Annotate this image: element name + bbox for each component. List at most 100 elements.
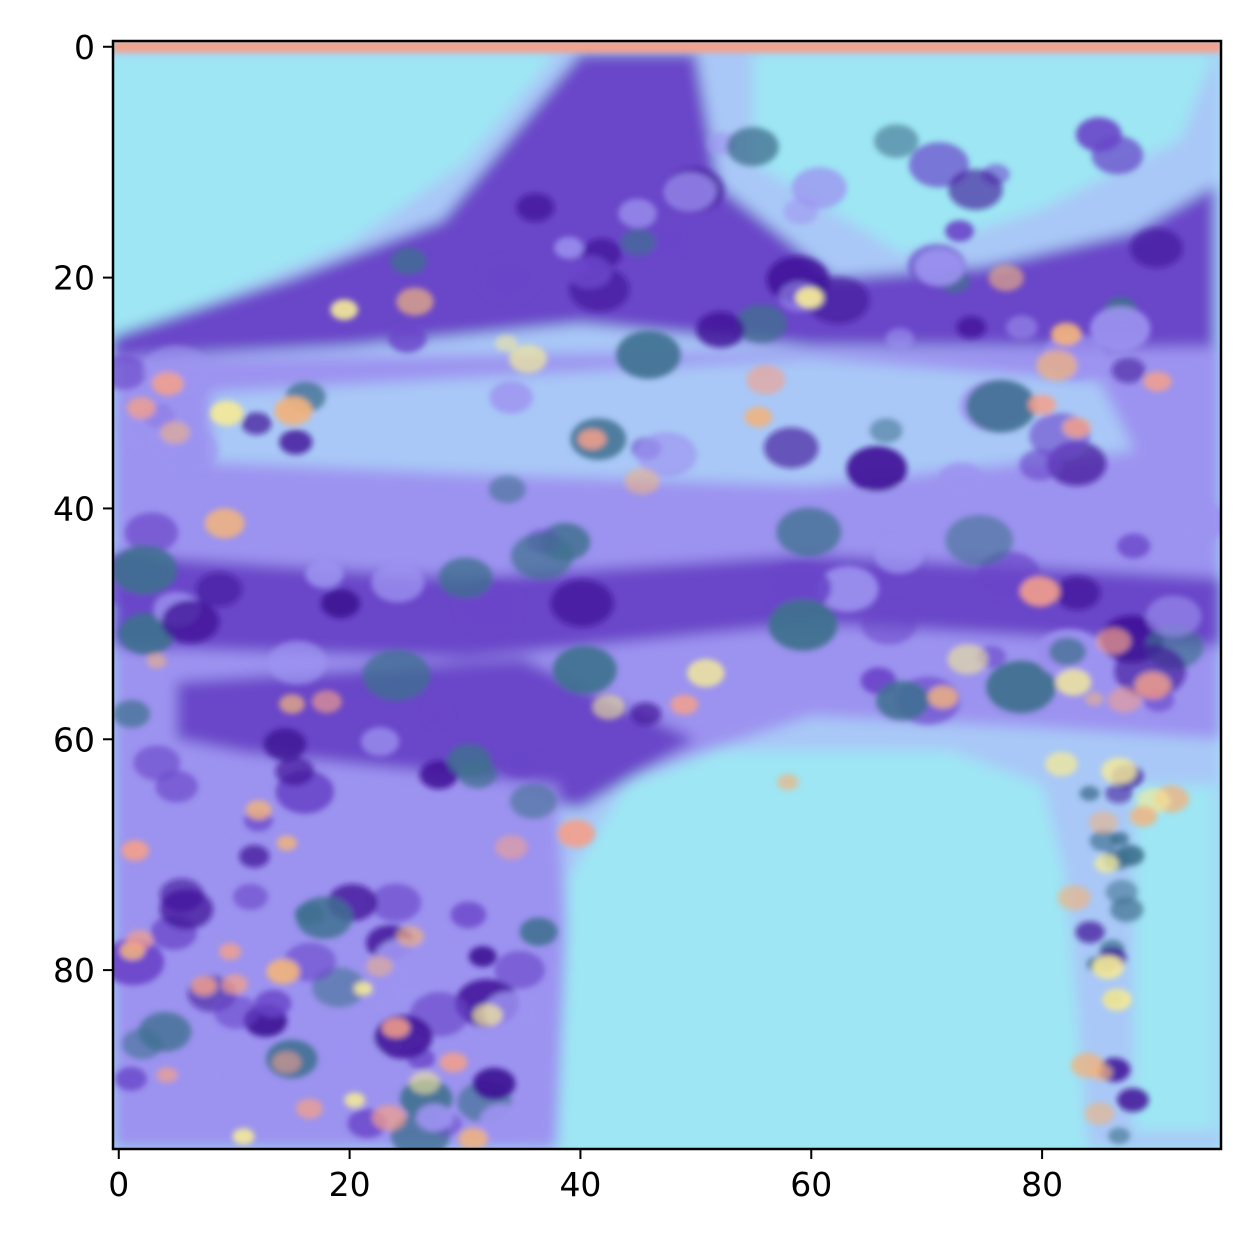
heatmap-spot [133, 745, 181, 781]
heatmap-spot [519, 917, 558, 946]
x-tick-label: 60 [790, 1165, 832, 1204]
heatmap-spot [196, 836, 230, 862]
heatmap-spot [620, 228, 657, 256]
heatmap-spot [495, 335, 518, 352]
heatmap-spot [1070, 1052, 1104, 1078]
heatmap-spot [948, 169, 1003, 210]
heatmap-spot [945, 515, 1014, 566]
heatmap-spot [578, 429, 606, 450]
heatmap-spot [1107, 687, 1142, 713]
x-tick-label: 0 [108, 1165, 129, 1204]
heatmap-spot [371, 562, 425, 603]
heatmap-spot [266, 959, 300, 985]
heatmap-spot [371, 1105, 406, 1131]
heatmap-spot [151, 371, 184, 396]
heatmap-spot [221, 974, 248, 994]
heatmap-spot [126, 397, 156, 419]
heatmap-spot [279, 694, 305, 714]
heatmap-spot [1085, 692, 1104, 706]
heatmap-spot [509, 783, 557, 819]
heatmap-spot [330, 299, 359, 321]
heatmap-spot [1036, 350, 1078, 381]
heatmap-region [113, 52, 558, 336]
heatmap-spot [329, 1040, 365, 1066]
heatmap-spot [1102, 988, 1132, 1011]
heatmap-spot [370, 790, 435, 839]
heatmap-spot [1049, 637, 1087, 666]
heatmap-spot [276, 835, 297, 851]
heatmap-spot [296, 1098, 323, 1119]
heatmap-image [113, 41, 1221, 1149]
heatmap-spot [726, 127, 779, 167]
heatmap-spot [305, 559, 344, 589]
heatmap-spot [218, 943, 242, 960]
heatmap-spot [927, 685, 959, 709]
heatmap-spot [213, 995, 259, 1029]
heatmap-spot [807, 276, 870, 324]
heatmap-spot [696, 311, 745, 348]
heatmap-spot [791, 167, 847, 209]
heatmap-spot [1096, 628, 1131, 655]
heatmap-spot [687, 658, 725, 688]
y-tick-label: 20 [53, 259, 95, 298]
heatmap-spot [783, 198, 819, 225]
heatmap-spot [321, 589, 360, 619]
heatmap-spot [1089, 306, 1151, 352]
heatmap-spot [663, 172, 717, 212]
heatmap-spot [478, 256, 539, 302]
heatmap-spot [1044, 751, 1078, 777]
heatmap-spot [488, 475, 526, 504]
heatmap-spot [159, 878, 204, 912]
heatmap-spot [209, 400, 244, 426]
y-axis: 0 20 40 60 80 [53, 28, 113, 990]
heatmap-spot [630, 702, 662, 726]
heatmap-spot [1105, 879, 1138, 905]
heatmap-spot [124, 512, 179, 553]
heatmap-region [1134, 785, 1216, 1132]
heatmap-spot [160, 421, 190, 444]
heatmap-spot [776, 507, 842, 557]
heatmap-spot [439, 1052, 468, 1073]
heatmap-spot [508, 344, 548, 374]
heatmap-spot [510, 532, 574, 580]
heatmap-spot [450, 901, 487, 929]
heatmap-spot [447, 743, 492, 777]
y-tick-label: 80 [53, 951, 95, 990]
heatmap-spot [177, 1062, 218, 1093]
heatmap-spot [126, 929, 153, 950]
heatmap-spot [1019, 449, 1061, 481]
heatmap-spot [1135, 672, 1171, 699]
heatmap-spot [354, 981, 373, 996]
heatmap-spot [268, 640, 327, 685]
heatmap-spot [396, 287, 434, 316]
heatmap-spot [344, 1092, 366, 1108]
heatmap-spot [1143, 371, 1172, 392]
heatmap-spot [986, 660, 1056, 714]
heatmap-spot [191, 976, 217, 996]
heatmap-spot [670, 694, 699, 715]
heatmap-spot [988, 264, 1024, 292]
heatmap-spot [195, 572, 243, 607]
heatmap-spot [121, 840, 150, 861]
heatmap-spot [362, 649, 431, 701]
heatmap-spot [1105, 782, 1133, 804]
heatmap-spot [766, 563, 832, 613]
heatmap-spot [138, 1011, 192, 1052]
heatmap-spot [396, 926, 425, 947]
heatmap-spot [1062, 417, 1091, 438]
x-tick-label: 80 [1021, 1165, 1063, 1204]
heatmap-spot [1111, 357, 1146, 384]
heatmap-spot [416, 1103, 453, 1132]
heatmap-spot [366, 956, 393, 977]
heatmap-spot [624, 468, 660, 495]
heatmap-spot [1094, 854, 1119, 873]
heatmap-spot [1130, 228, 1183, 268]
heatmap-spot [233, 883, 268, 911]
heatmap-spot [817, 566, 879, 612]
x-axis: 0 20 40 60 80 [108, 1149, 1063, 1204]
heatmap-spots [113, 41, 1221, 1149]
heatmap-spot [945, 220, 974, 242]
heatmap-spot [874, 124, 919, 158]
heatmap-spot [501, 749, 539, 777]
